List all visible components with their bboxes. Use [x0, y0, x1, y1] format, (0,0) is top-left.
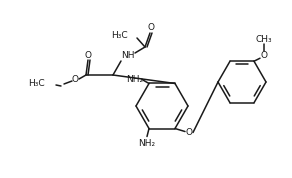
Text: H₃C: H₃C [28, 80, 45, 88]
Text: O: O [260, 51, 267, 60]
Text: NH₂: NH₂ [126, 75, 144, 84]
Text: O: O [84, 51, 91, 59]
Text: O: O [147, 22, 154, 32]
Text: NH₂: NH₂ [138, 139, 156, 148]
Text: O: O [185, 128, 192, 137]
Text: NH: NH [121, 51, 135, 61]
Text: H₃C: H₃C [111, 30, 128, 40]
Text: O: O [72, 75, 79, 85]
Text: CH₃: CH₃ [256, 35, 272, 44]
